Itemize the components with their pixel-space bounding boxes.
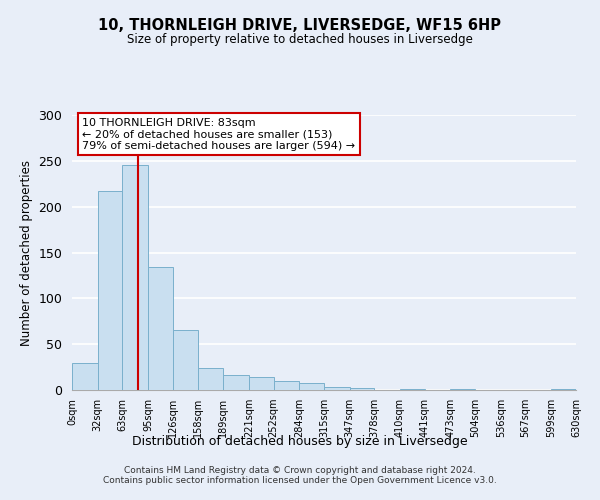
Text: Distribution of detached houses by size in Liversedge: Distribution of detached houses by size … xyxy=(132,435,468,448)
Bar xyxy=(98,191,122,390)
Bar xyxy=(451,389,475,390)
Bar xyxy=(324,387,350,390)
Bar xyxy=(400,389,425,390)
Bar xyxy=(199,368,223,390)
Y-axis label: Number of detached properties: Number of detached properties xyxy=(20,160,33,346)
Bar xyxy=(173,330,199,390)
Bar xyxy=(551,389,576,390)
Bar xyxy=(249,377,274,390)
Text: Size of property relative to detached houses in Liversedge: Size of property relative to detached ho… xyxy=(127,32,473,46)
Bar xyxy=(350,388,374,390)
Bar xyxy=(299,382,324,390)
Bar xyxy=(72,362,98,390)
Bar xyxy=(274,381,299,390)
Text: 10, THORNLEIGH DRIVE, LIVERSEDGE, WF15 6HP: 10, THORNLEIGH DRIVE, LIVERSEDGE, WF15 6… xyxy=(98,18,502,32)
Text: 10 THORNLEIGH DRIVE: 83sqm
← 20% of detached houses are smaller (153)
79% of sem: 10 THORNLEIGH DRIVE: 83sqm ← 20% of deta… xyxy=(82,118,355,151)
Text: Contains HM Land Registry data © Crown copyright and database right 2024.
Contai: Contains HM Land Registry data © Crown c… xyxy=(103,466,497,485)
Bar xyxy=(223,376,249,390)
Bar xyxy=(122,166,148,390)
Bar xyxy=(148,267,173,390)
